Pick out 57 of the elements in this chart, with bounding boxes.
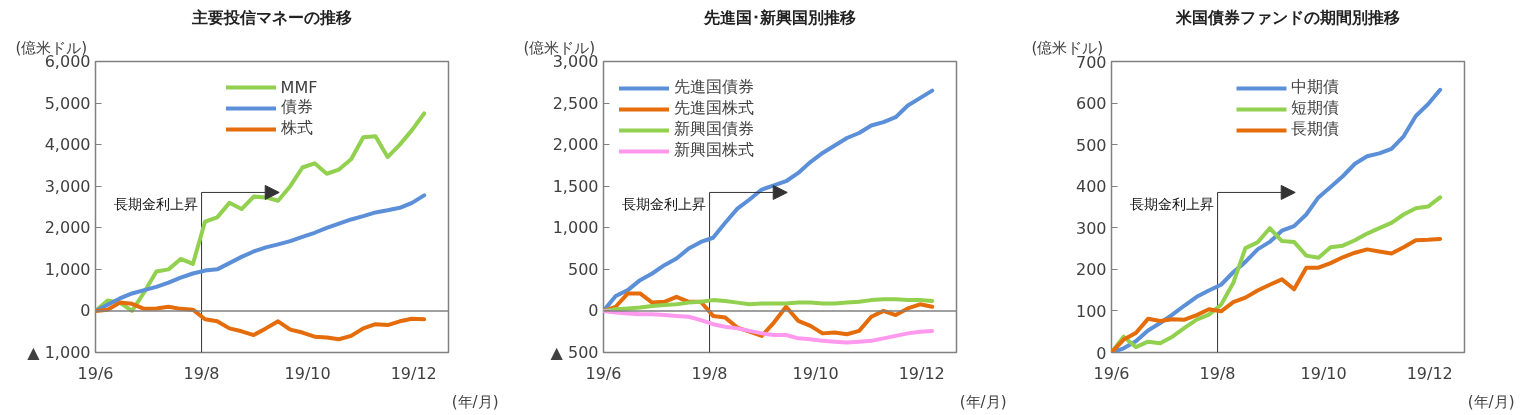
legend-label: 株式 bbox=[280, 118, 313, 139]
y-tick-label: 0 bbox=[588, 301, 599, 321]
y-tick-label: 200 bbox=[1075, 260, 1107, 280]
legend-label: MMF bbox=[280, 77, 318, 97]
y-tick-label: 5,000 bbox=[44, 93, 91, 113]
legend-label: 債券 bbox=[280, 97, 313, 118]
x-tick-label: 19/12 bbox=[1406, 363, 1453, 383]
y-axis-title: (億米ドル) bbox=[1031, 38, 1104, 57]
y-tick-label: 2,500 bbox=[552, 93, 599, 113]
y-tick-label: 2,000 bbox=[44, 218, 91, 238]
legend-label: 先進国債券 bbox=[674, 77, 754, 98]
y-tick-label: 1,000 bbox=[552, 218, 599, 238]
chart-title: 先進国･新興国別推移 bbox=[703, 7, 856, 27]
y-tick-label: 1,500 bbox=[552, 176, 599, 196]
y-tick-label: 0 bbox=[1096, 343, 1107, 363]
legend-label: 短期債 bbox=[1291, 98, 1339, 119]
y-tick-label: 600 bbox=[1075, 94, 1107, 114]
legend-label: 中期債 bbox=[1291, 77, 1339, 98]
ref-line-label: 長期金利上昇 bbox=[621, 196, 706, 213]
x-tick-label: 19/10 bbox=[284, 363, 331, 383]
x-tick-label: 19/10 bbox=[1300, 363, 1347, 383]
x-axis-title: (年/月) bbox=[959, 392, 1007, 411]
line-series bbox=[603, 297, 935, 313]
legend-label: 新興国債券 bbox=[674, 119, 754, 140]
y-tick-label: 500 bbox=[567, 259, 599, 279]
x-axis-title: (年/月) bbox=[451, 392, 499, 411]
line-series bbox=[95, 300, 427, 342]
y-tick-label: ▲ 500 bbox=[550, 343, 599, 362]
y-tick-label: 500 bbox=[1075, 135, 1107, 155]
x-tick-label: 19/6 bbox=[1093, 363, 1130, 383]
y-tick-label: 400 bbox=[1075, 177, 1107, 197]
chart-title: 米国債券ファンドの期間別推移 bbox=[1175, 7, 1400, 27]
ref-line-label: 長期金利上昇 bbox=[1129, 196, 1214, 213]
y-tick-label: 4,000 bbox=[44, 135, 91, 155]
x-tick-label: 19/8 bbox=[183, 363, 220, 383]
legend-label: 新興国株式 bbox=[674, 140, 754, 161]
legend-label: 先進国株式 bbox=[674, 98, 754, 119]
line-series bbox=[603, 308, 935, 345]
y-tick-label: 2,000 bbox=[552, 135, 599, 155]
x-tick-label: 19/6 bbox=[77, 363, 114, 383]
x-tick-label: 19/10 bbox=[792, 363, 839, 383]
chart-title: 主要投信マネーの推移 bbox=[191, 7, 352, 27]
x-tick-label: 19/6 bbox=[585, 363, 622, 383]
x-tick-label: 19/12 bbox=[898, 363, 945, 383]
y-tick-label: 0 bbox=[80, 301, 91, 321]
x-tick-label: 19/12 bbox=[390, 363, 437, 383]
y-tick-label: 1,000 bbox=[44, 259, 91, 279]
y-tick-label: ▲ 1,000 bbox=[27, 343, 91, 362]
ref-line-label: 長期金利上昇 bbox=[113, 196, 198, 213]
y-tick-label: 100 bbox=[1075, 301, 1107, 321]
x-tick-label: 19/8 bbox=[1199, 363, 1236, 383]
x-axis-title: (年/月) bbox=[1467, 392, 1515, 411]
x-tick-label: 19/8 bbox=[691, 363, 728, 383]
y-tick-label: 3,000 bbox=[44, 176, 91, 196]
legend-label: 長期債 bbox=[1291, 119, 1339, 140]
line-series bbox=[1111, 237, 1443, 353]
y-tick-label: 300 bbox=[1075, 218, 1107, 238]
